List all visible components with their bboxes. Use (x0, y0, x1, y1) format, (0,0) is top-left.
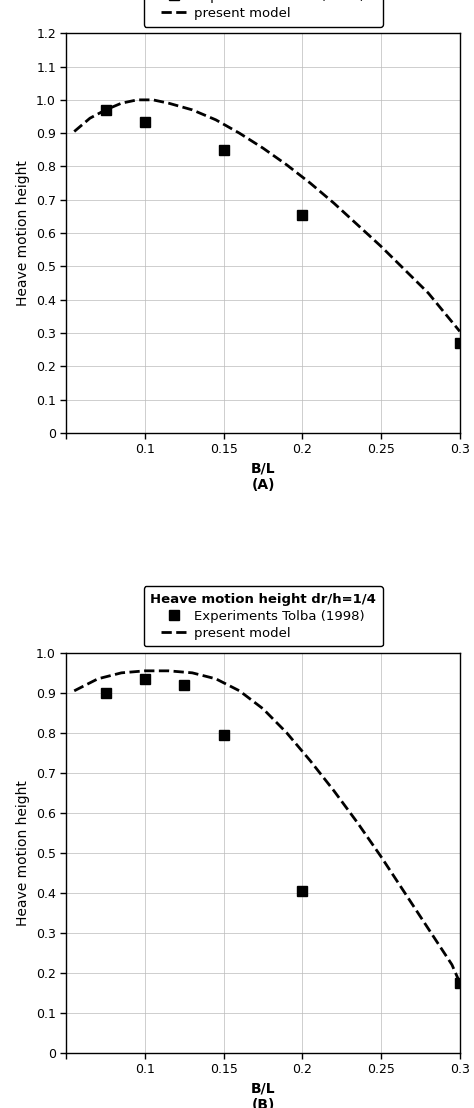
Legend: Experiments Tolba (1998), present model: Experiments Tolba (1998), present model (144, 0, 383, 27)
Y-axis label: Heave motion height: Heave motion height (17, 161, 30, 306)
Y-axis label: Heave motion height: Heave motion height (17, 780, 30, 925)
Legend: Experiments Tolba (1998), present model: Experiments Tolba (1998), present model (144, 586, 383, 646)
X-axis label: B/L
(B): B/L (B) (251, 1081, 275, 1108)
X-axis label: B/L
(A): B/L (A) (251, 462, 275, 492)
